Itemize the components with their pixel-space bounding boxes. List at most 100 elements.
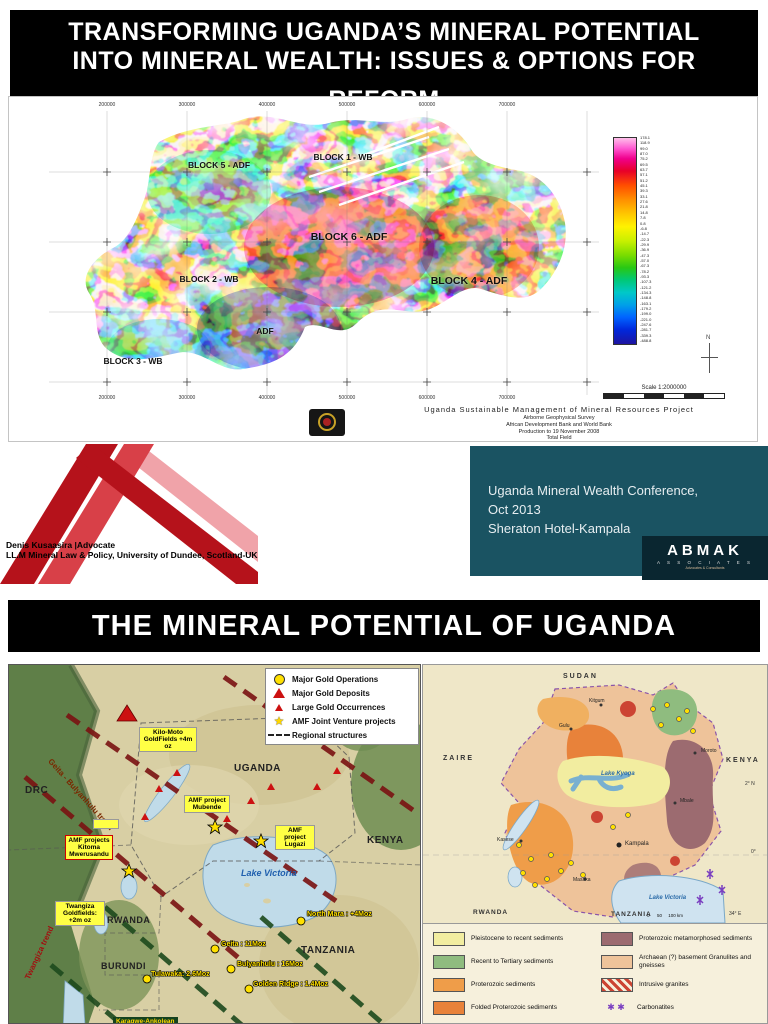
regional-structure-lines-green <box>49 905 386 1023</box>
survey-colorbar <box>613 137 637 345</box>
geology-legend: Pleistocene to recent sediments Recent t… <box>423 923 767 1023</box>
legend-item: Proterozoic metamorphosed sediments <box>601 930 765 947</box>
survey-map-image <box>49 111 599 395</box>
survey-colorbar-values-item: -22.3 <box>640 236 650 242</box>
survey-colorbar-values-item: 51.2 <box>640 177 648 183</box>
label-tanzania: TANZANIA <box>611 911 652 918</box>
coord-equator: 0° <box>751 849 756 855</box>
label-rwanda: RWANDA <box>473 909 509 916</box>
carbonatite-markers <box>696 869 726 905</box>
block-label-3: BLOCK 3 - WB <box>103 356 163 366</box>
survey-scale: Scale 1:2000000 <box>584 385 744 399</box>
slide1-title-bar: TRANSFORMING UGANDA’S MINERAL POTENTIAL … <box>10 10 758 110</box>
annotation-golden-ridge: Golden Ridge : 1.4Moz <box>253 981 329 988</box>
lake-kyoga-shape <box>568 772 630 792</box>
survey-colorbar-values-item: 45.1 <box>640 183 648 189</box>
label-burundi: BURUNDI <box>101 961 146 971</box>
joint-venture-star-icon: ★ <box>273 714 285 728</box>
survey-colorbar-values-item: 75.2 <box>640 156 648 162</box>
survey-colorbar-values-item: -36.9 <box>640 247 650 253</box>
legend-label: Major Gold Operations <box>292 674 379 684</box>
gold-occurrence-dots <box>516 702 696 888</box>
gold-operation-icon <box>266 673 292 685</box>
label-tanzania: TANZANIA <box>301 945 356 956</box>
label-zaire: ZAIRE <box>443 755 474 762</box>
block-label-1: BLOCK 1 - WB <box>313 152 373 162</box>
caption-line2: Airborne Geophysical Survey <box>523 415 595 421</box>
lake-albert-shape <box>143 763 191 823</box>
block-label-5: BLOCK 5 - ADF <box>187 160 251 170</box>
survey-colorbar-values-item: -57.0 <box>640 257 650 263</box>
gold-map: Major Gold Operations Major Gold Deposit… <box>8 664 421 1024</box>
legend-label: Pleistocene to recent sediments <box>471 934 564 942</box>
geology-scale-label: 0 50 100 km <box>647 913 684 918</box>
survey-colorbar-values-item: -281.7 <box>640 327 652 333</box>
gold-map-legend: Major Gold Operations Major Gold Deposit… <box>265 668 419 745</box>
coord-34e: 34° E <box>729 911 742 917</box>
survey-axis-top-item: 300000 <box>178 102 196 108</box>
caption-line3: African Development Bank and World Bank <box>506 421 612 428</box>
annotation-amf-lugazi: AMF project Lugazi <box>275 825 315 850</box>
intrusive-granite <box>620 701 636 717</box>
author-name: Denis Kusaasira |Advocate <box>6 540 116 550</box>
abmak-tagline: Advocates & Consultants <box>685 566 725 570</box>
survey-colorbar-values-item: 99.0 <box>640 145 648 151</box>
label-mbale: Mbale <box>680 798 694 804</box>
regional-structure-lines-red <box>23 674 420 967</box>
legend-row: Major Gold Deposits <box>266 686 418 700</box>
label-moroto: Moroto <box>701 748 717 754</box>
swatch-proterozoic <box>433 977 465 992</box>
abmak-subtitle: A S S O C I A T E S <box>656 560 754 565</box>
survey-colorbar-values-item: -179.2 <box>640 306 652 311</box>
grid-crosses <box>103 168 591 386</box>
survey-colorbar-values-item: -47.3 <box>640 252 650 258</box>
label-gulu: Gulu <box>559 723 570 729</box>
metamorphosed-sediments-blob <box>664 739 714 849</box>
annotation-geita: Geita : 11Moz <box>221 941 266 948</box>
legend-label: Intrusive granites <box>639 980 689 988</box>
author-credit: Denis Kusaasira |Advocate LL.M Mineral L… <box>6 540 258 560</box>
label-lake-victoria: Lake Victoria <box>241 868 297 878</box>
survey-axis-bottom-item: 500000 <box>338 395 356 401</box>
legend-item: Archaean (?) basement Granulites and gne… <box>601 953 765 970</box>
kampala-dot <box>616 842 622 848</box>
survey-axis-top-item: 600000 <box>418 102 436 108</box>
amf-star-markers <box>120 818 270 879</box>
survey-caption: Uganda Sustainable Management of Mineral… <box>389 405 729 442</box>
legend-item: Pleistocene to recent sediments <box>433 930 593 947</box>
survey-colorbar-values-item: -67.3 <box>640 263 650 269</box>
red-brand-logo <box>0 444 258 584</box>
coord-2n: 2° N <box>745 781 755 787</box>
legend-label: Regional structures <box>292 730 368 740</box>
survey-colorbar-values-item: -148.8 <box>640 295 652 301</box>
caption-line5: Total Field <box>546 435 572 442</box>
legend-row: Major Gold Operations <box>266 672 418 686</box>
legend-label: Carbonatites <box>637 1003 674 1011</box>
survey-axis-bottom-item: 400000 <box>258 395 276 401</box>
city-dots <box>519 703 697 881</box>
geology-legend-right: Proterozoic metamorphosed sediments Arch… <box>601 930 765 1022</box>
survey-colorbar-values-item: 39.3 <box>640 188 648 194</box>
swatch-archaean <box>601 954 633 969</box>
legend-item: Folded Proterozoic sediments <box>433 999 593 1016</box>
recent-sediments-blob <box>651 689 698 736</box>
survey-colorbar-values-item: 7.8 <box>640 215 646 221</box>
project-logo <box>309 409 345 436</box>
swatch-metamorphosed <box>601 931 633 946</box>
legend-label: Folded Proterozoic sediments <box>471 1003 557 1011</box>
caption-line1: Uganda Sustainable Management of Mineral… <box>424 405 694 414</box>
survey-scale-label: Scale 1:2000000 <box>641 385 687 391</box>
gold-deposit-icon <box>266 688 292 698</box>
survey-anomaly-blob <box>89 116 566 370</box>
legend-row: Large Gold Occurrences <box>266 700 418 714</box>
slide1-title-line1: TRANSFORMING UGANDA’S MINERAL POTENTIAL <box>68 18 700 46</box>
lake-tanganyika-shape <box>62 980 86 1023</box>
survey-colorbar-values-item: -247.6 <box>640 322 652 328</box>
carbonatite-star-icon: ✱ ✱ <box>607 1002 625 1012</box>
survey-axis-top-item: 200000 <box>98 102 116 108</box>
survey-colorbar-values-item: -14.7 <box>640 231 650 237</box>
survey-colorbar-values-item: -78.2 <box>640 268 650 274</box>
slide2-title: THE MINERAL POTENTIAL OF UGANDA <box>8 600 760 652</box>
legend-item: Proterozoic sediments <box>433 976 593 993</box>
